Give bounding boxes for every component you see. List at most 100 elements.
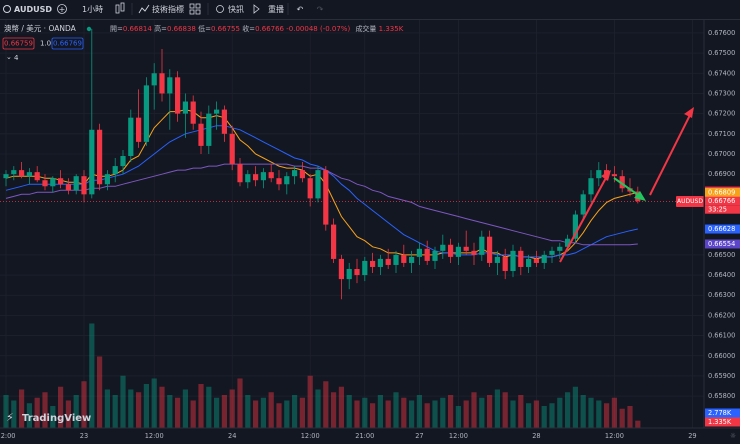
candle-body	[494, 256, 500, 263]
candle-body	[182, 101, 188, 114]
interval-button[interactable]: 1小時	[82, 5, 103, 14]
candle-body	[89, 129, 95, 195]
volume-bar	[549, 403, 555, 428]
candle-body	[229, 133, 235, 165]
volume: 1.335K	[379, 25, 404, 33]
layout-icon[interactable]	[189, 3, 195, 9]
candle-body	[572, 214, 578, 239]
volume-bar	[448, 395, 454, 428]
ma-value: 0.66769	[53, 40, 82, 48]
volume-bar	[385, 400, 391, 428]
trend-arrow[interactable]	[649, 114, 691, 196]
trend-arrow[interactable]	[559, 175, 608, 263]
candle-body	[159, 73, 165, 94]
candle-body	[401, 254, 407, 263]
price-badge-label: 0.66766	[708, 197, 735, 205]
volume-bar	[424, 403, 430, 428]
candle-body	[533, 258, 539, 263]
drawings[interactable]	[559, 107, 694, 263]
candle-body	[580, 194, 586, 215]
volume-bar	[151, 378, 157, 428]
volume-bar	[393, 392, 399, 428]
plot	[3, 28, 641, 428]
candle-body	[97, 129, 103, 185]
arrow-head	[634, 191, 646, 201]
volume-bar	[526, 403, 532, 428]
volume-bar	[611, 397, 617, 428]
volume-bar	[619, 408, 625, 428]
y-tick-label: 0.67300	[708, 89, 735, 97]
arrow-head	[684, 107, 694, 118]
volume-bar	[143, 384, 149, 428]
label: 開=	[110, 25, 123, 33]
candle-body	[518, 250, 524, 267]
volume-bar	[416, 395, 422, 428]
candle-body	[26, 172, 32, 177]
volume-bar	[471, 392, 477, 428]
replay-button[interactable]: 重播	[268, 4, 284, 14]
candle-body	[463, 246, 469, 251]
volume-bar	[11, 400, 17, 428]
redo-button[interactable]: ↷	[317, 5, 324, 14]
volume-bar	[572, 386, 578, 428]
x-tick-label: 12:00	[0, 432, 16, 440]
candle-body	[143, 85, 149, 142]
volume-bar	[268, 392, 274, 428]
search-icon[interactable]	[3, 5, 11, 13]
volume-bar	[73, 395, 79, 428]
chart-type-icon[interactable]	[115, 4, 120, 14]
logo-mark: ⚡	[6, 411, 14, 424]
candle-body	[81, 176, 87, 195]
candle-body	[619, 176, 625, 189]
undo-button[interactable]: ↶	[296, 5, 304, 14]
y-tick-label: 0.65800	[708, 392, 735, 400]
add-symbol[interactable]	[57, 4, 67, 14]
indicator-count: 4	[14, 54, 19, 62]
volume-bar	[198, 384, 204, 428]
close: 0.66766	[255, 25, 284, 33]
brand[interactable]: TradingView	[22, 413, 91, 424]
ma-badge	[2, 37, 35, 50]
volume-bar	[89, 323, 95, 428]
candle-body	[315, 170, 321, 199]
candle-body	[471, 250, 477, 255]
volume-bar	[565, 392, 571, 428]
candle-body	[557, 246, 563, 251]
volume-bar	[346, 395, 352, 428]
volume-bar	[190, 400, 196, 428]
moving-average	[5, 125, 638, 258]
candle-body	[299, 170, 305, 179]
indicators-button[interactable]: 技術指標	[152, 4, 184, 14]
candle-body	[448, 244, 454, 257]
layout-icon	[189, 9, 195, 15]
low: 0.66755	[211, 25, 240, 33]
x-tick-label: 27	[415, 432, 423, 440]
volume-bar	[167, 395, 173, 428]
volume-bar	[260, 397, 266, 428]
candle-body	[338, 258, 344, 280]
volume-bar	[627, 406, 633, 428]
symbol-button[interactable]: AUDUSD	[14, 5, 52, 14]
moving-average	[5, 163, 638, 246]
candle-body	[455, 246, 461, 257]
candle-body	[221, 109, 227, 134]
y-tick-label: 0.66400	[708, 271, 735, 279]
candle-body	[611, 174, 617, 177]
candle-body	[510, 250, 516, 272]
settings-icon[interactable]: ☼	[730, 432, 736, 440]
volume-bar	[323, 381, 329, 428]
volume-badge	[705, 408, 740, 418]
candle-body	[362, 260, 368, 276]
candle-body	[565, 238, 571, 247]
candle-body	[260, 172, 266, 181]
layout-icon	[195, 9, 201, 15]
collapse-toggle[interactable]: ⌄	[6, 53, 12, 61]
y-tick-label: 0.66500	[708, 251, 735, 259]
grid	[0, 20, 704, 428]
volume-bar	[307, 375, 313, 428]
candle-body	[19, 170, 25, 177]
trend-arrow[interactable]	[613, 177, 642, 198]
volume-bar	[253, 400, 259, 428]
candle-body	[268, 172, 274, 179]
alerts-button[interactable]: 快訊	[228, 4, 244, 14]
